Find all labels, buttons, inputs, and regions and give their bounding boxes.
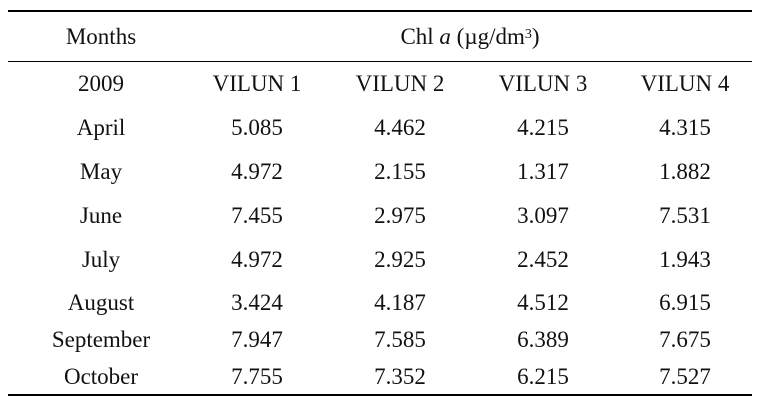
station-header: VILUN 4 <box>640 71 730 96</box>
header-rule <box>8 61 752 62</box>
month-cell: July <box>81 247 121 272</box>
value-cell: 3.097 <box>517 203 569 228</box>
table-row: July 4.972 2.925 2.452 1.943 <box>0 246 760 274</box>
table-row: May 4.972 2.155 1.317 1.882 <box>0 158 760 186</box>
station-header: VILUN 1 <box>212 71 302 96</box>
value-cell: 2.925 <box>374 247 426 272</box>
value-cell: 5.085 <box>231 115 283 140</box>
value-cell: 4.187 <box>374 290 426 315</box>
value-cell: 1.317 <box>517 159 569 184</box>
value-cell: 6.915 <box>659 290 711 315</box>
chl-a-header: Chl a (µg/dm3) <box>400 24 540 49</box>
value-cell: 7.755 <box>231 364 283 389</box>
top-rule <box>8 10 752 12</box>
value-cell: 6.389 <box>517 327 569 352</box>
bottom-rule <box>8 394 752 396</box>
value-cell: 3.424 <box>231 290 283 315</box>
table-row: August 3.424 4.187 4.512 6.915 <box>0 289 760 317</box>
value-cell: 4.512 <box>517 290 569 315</box>
months-header: Months <box>65 24 137 49</box>
station-header: VILUN 2 <box>355 71 445 96</box>
table-row: September 7.947 7.585 6.389 7.675 <box>0 326 760 354</box>
value-cell: 7.455 <box>231 203 283 228</box>
value-cell: 7.527 <box>659 364 711 389</box>
value-cell: 2.975 <box>374 203 426 228</box>
month-cell: May <box>79 159 123 184</box>
subheader-row: 2009 VILUN 1 VILUN 2 VILUN 3 VILUN 4 <box>0 70 760 98</box>
value-cell: 4.462 <box>374 115 426 140</box>
value-cell: 4.215 <box>517 115 569 140</box>
month-cell: August <box>67 290 135 315</box>
station-header: VILUN 3 <box>498 71 588 96</box>
month-cell: September <box>51 327 151 352</box>
value-cell: 2.155 <box>374 159 426 184</box>
year-label: 2009 <box>78 71 124 96</box>
value-cell: 4.972 <box>231 159 283 184</box>
value-cell: 7.531 <box>659 203 711 228</box>
value-cell: 6.215 <box>517 364 569 389</box>
value-cell: 7.675 <box>659 327 711 352</box>
value-cell: 7.947 <box>231 327 283 352</box>
table-row: October 7.755 7.352 6.215 7.527 <box>0 363 760 391</box>
table-row: April 5.085 4.462 4.215 4.315 <box>0 114 760 142</box>
value-cell: 4.315 <box>659 115 711 140</box>
value-cell: 1.943 <box>659 247 711 272</box>
month-cell: October <box>63 364 139 389</box>
month-cell: June <box>79 203 123 228</box>
value-cell: 4.972 <box>231 247 283 272</box>
month-cell: April <box>76 115 126 140</box>
value-cell: 1.882 <box>659 159 711 184</box>
value-cell: 7.352 <box>374 364 426 389</box>
value-cell: 7.585 <box>374 327 426 352</box>
value-cell: 2.452 <box>517 247 569 272</box>
table-row: June 7.455 2.975 3.097 7.531 <box>0 202 760 230</box>
